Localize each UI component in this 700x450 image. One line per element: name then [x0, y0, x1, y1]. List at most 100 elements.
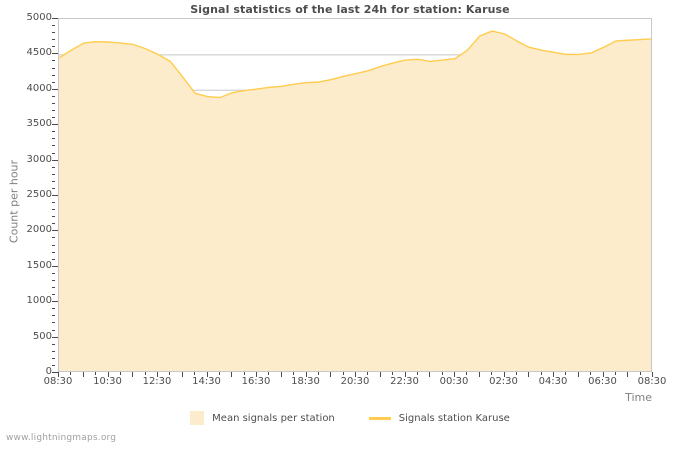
y-tick-minor — [52, 343, 55, 345]
x-tick-label: 22:30 — [390, 376, 419, 387]
x-tick — [404, 372, 406, 377]
y-tick-minor — [52, 74, 55, 76]
y-tick-label: 1500 — [26, 259, 52, 271]
x-tick-label: 02:30 — [489, 376, 518, 387]
x-tick — [317, 372, 319, 375]
y-tick-minor — [52, 294, 55, 296]
x-tick — [429, 372, 431, 377]
x-tick — [478, 372, 480, 377]
x-tick — [652, 372, 653, 377]
x-tick — [466, 372, 468, 375]
y-tick-minor — [52, 350, 55, 352]
x-tick — [268, 372, 270, 375]
y-tick-minor — [52, 308, 55, 310]
x-tick — [95, 372, 97, 375]
x-tick — [243, 372, 245, 375]
y-tick-label: 5000 — [26, 12, 52, 23]
x-axis-ticks — [0, 372, 700, 379]
x-tick — [577, 372, 579, 377]
series-line-karuse — [59, 30, 651, 99]
y-tick-minor — [52, 180, 55, 182]
x-tick — [157, 372, 158, 377]
x-tick — [107, 372, 109, 377]
x-tick — [119, 372, 121, 375]
y-tick-major — [52, 88, 58, 90]
x-tick — [627, 372, 629, 377]
y-tick-minor — [52, 67, 55, 69]
x-tick — [218, 372, 220, 375]
x-axis-title: Time — [625, 391, 652, 404]
y-tick-label: 1000 — [26, 295, 52, 307]
y-tick-minor — [52, 364, 55, 366]
x-tick — [503, 372, 505, 377]
x-tick — [602, 372, 604, 377]
y-tick-minor — [52, 46, 55, 48]
y-tick-major — [52, 195, 58, 196]
x-tick — [132, 372, 134, 377]
y-tick-minor — [52, 357, 55, 359]
y-tick-minor — [52, 138, 55, 140]
y-tick-minor — [52, 187, 55, 189]
x-tick — [528, 372, 530, 377]
x-tick — [305, 372, 307, 377]
x-tick — [515, 372, 517, 375]
y-tick-minor — [52, 110, 55, 112]
y-tick-major — [52, 18, 58, 19]
x-tick — [367, 372, 369, 375]
x-tick-label: 08:30 — [43, 376, 73, 387]
x-tick — [144, 372, 146, 375]
x-tick — [58, 372, 59, 377]
y-tick-minor — [52, 25, 55, 27]
y-tick-minor — [52, 287, 55, 289]
y-tick-minor — [52, 117, 55, 119]
y-tick-minor — [52, 251, 55, 253]
y-tick-major — [52, 265, 58, 267]
x-tick — [194, 372, 196, 375]
y-tick-minor — [52, 315, 55, 317]
y-tick-minor — [52, 237, 55, 239]
x-tick — [639, 372, 641, 375]
x-tick-label: 14:30 — [192, 376, 221, 387]
y-tick-minor — [52, 209, 55, 211]
x-tick — [169, 372, 171, 375]
x-tick-label: 18:30 — [291, 376, 320, 387]
y-tick-label: 2500 — [26, 189, 52, 200]
y-tick-minor — [52, 216, 55, 218]
x-axis-labels: 08:30 10:30 12:30 14:30 16:30 18:30 20:30 22:30… — [0, 376, 700, 392]
legend-label-station-karuse: Signals station Karuse — [398, 412, 510, 424]
chart-plot-svg — [59, 30, 651, 371]
y-tick-label: 4000 — [26, 82, 52, 94]
y-tick-major — [52, 159, 58, 161]
y-tick-minor — [52, 32, 55, 34]
y-tick-minor — [52, 152, 55, 154]
y-tick-label: 3000 — [26, 153, 52, 165]
x-tick — [280, 372, 282, 377]
chart-legend: Mean signals per station Signals station… — [0, 408, 700, 428]
y-tick-minor — [52, 202, 55, 204]
x-tick — [82, 372, 84, 377]
x-tick-label: 16:30 — [241, 376, 271, 387]
x-tick — [70, 372, 72, 375]
x-tick — [416, 372, 418, 375]
legend-label-mean-signals: Mean signals per station — [212, 412, 335, 424]
y-tick-minor — [52, 166, 55, 168]
legend-item-mean-signals: Mean signals per station — [190, 411, 335, 425]
x-tick — [231, 372, 233, 377]
x-tick — [392, 372, 394, 375]
y-tick-minor — [52, 322, 55, 324]
area-fill-mean-signals — [59, 31, 651, 371]
x-tick — [206, 372, 208, 377]
plot-area — [58, 18, 652, 372]
x-tick — [565, 372, 567, 375]
y-tick-minor — [52, 60, 55, 62]
x-tick-label: 20:30 — [340, 376, 370, 387]
y-tick-minor — [52, 81, 55, 83]
x-tick — [330, 372, 332, 377]
y-tick-minor — [52, 102, 55, 104]
chart-title: Signal statistics of the last 24h for st… — [190, 3, 510, 16]
legend-item-station-karuse: Signals station Karuse — [368, 412, 510, 424]
y-tick-minor — [52, 244, 55, 246]
y-tick-minor — [52, 95, 55, 97]
x-tick — [441, 372, 443, 375]
